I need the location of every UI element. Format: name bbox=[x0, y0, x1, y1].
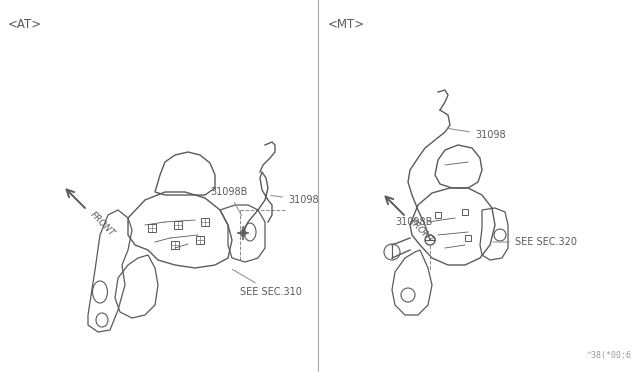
Bar bbox=[462, 209, 468, 215]
Text: FRONT: FRONT bbox=[407, 217, 435, 245]
Bar bbox=[174, 221, 182, 229]
Circle shape bbox=[240, 230, 246, 236]
Text: SEE SEC.320: SEE SEC.320 bbox=[493, 237, 577, 247]
Bar bbox=[465, 235, 471, 241]
Bar bbox=[435, 212, 441, 218]
Text: FRONT: FRONT bbox=[88, 210, 116, 238]
Text: <MT>: <MT> bbox=[328, 18, 365, 31]
Bar bbox=[196, 236, 204, 244]
Text: SEE SEC.310: SEE SEC.310 bbox=[232, 269, 302, 297]
Text: 31098B: 31098B bbox=[395, 217, 433, 236]
Bar bbox=[171, 241, 179, 249]
Text: 31098: 31098 bbox=[448, 128, 506, 140]
Text: 31098B: 31098B bbox=[210, 187, 248, 215]
Bar bbox=[148, 224, 156, 232]
Bar bbox=[201, 218, 209, 226]
Text: <AT>: <AT> bbox=[8, 18, 42, 31]
Text: 31098: 31098 bbox=[271, 195, 319, 205]
Text: ^38(*00:6: ^38(*00:6 bbox=[587, 351, 632, 360]
